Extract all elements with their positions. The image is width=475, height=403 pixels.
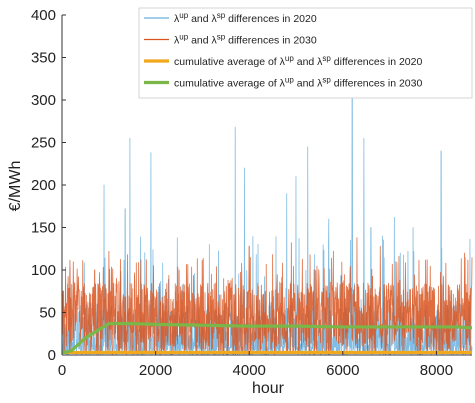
legend: λup and λsp differences in 2020 λup and λ… (138, 7, 473, 99)
y-tick-label: 50 (39, 305, 56, 322)
y-axis-label: €/MWh (7, 161, 24, 212)
legend-entry-4: cumulative average of λup and λsp differ… (174, 76, 422, 90)
x-tick-label: 6000 (326, 362, 359, 379)
series-line-1 (61, 82, 473, 356)
series-line-2 (61, 237, 473, 356)
x-tick-label: 4000 (233, 362, 266, 379)
x-axis-label: hour (252, 380, 285, 397)
legend-box (138, 7, 473, 99)
x-tick-label: 2000 (139, 362, 172, 379)
y-tick-label: 200 (31, 177, 56, 194)
legend-entry-1: λup and λsp differences in 2020 (174, 11, 317, 25)
y-tick-label: 100 (31, 262, 56, 279)
legend-entry-2: λup and λsp differences in 2030 (174, 33, 317, 47)
legend-entry-3: cumulative average of λup and λsp differ… (174, 54, 422, 68)
series-layer (61, 82, 473, 356)
y-tick-label: 350 (31, 50, 56, 67)
y-tick-label: 150 (31, 220, 56, 237)
y-tick-label: 400 (31, 7, 56, 24)
x-tick-label: 0 (58, 362, 66, 379)
y-tick-label: 300 (31, 92, 56, 109)
y-tick-label: 0 (48, 347, 56, 364)
series-line-4 (62, 321, 473, 355)
y-tick-label: 250 (31, 135, 56, 152)
x-tick-label: 8000 (420, 362, 453, 379)
